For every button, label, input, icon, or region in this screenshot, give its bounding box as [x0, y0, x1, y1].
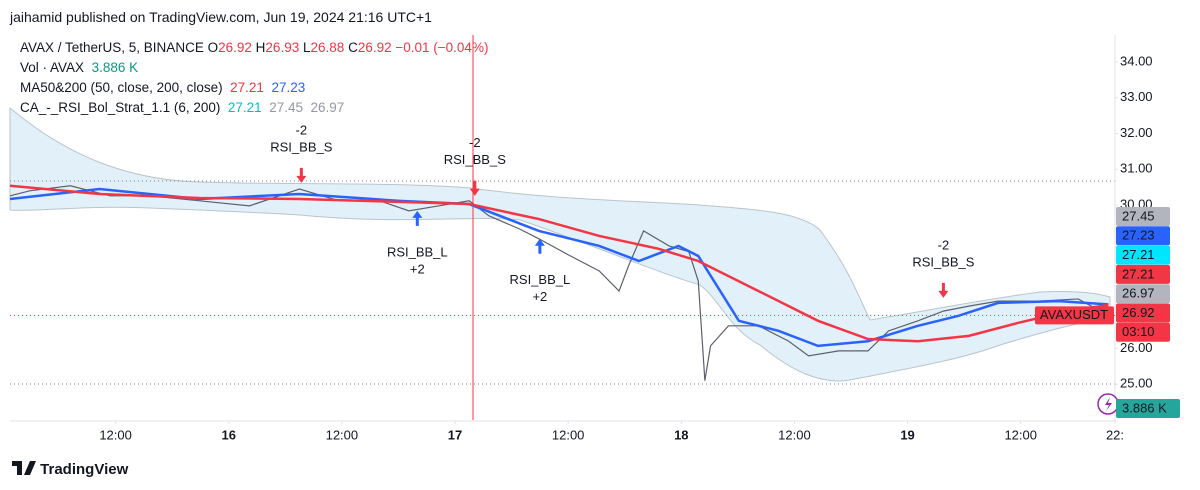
- price-box: [1116, 284, 1170, 304]
- volume-box-label: 3.886 K: [1122, 400, 1167, 415]
- logo: [12, 455, 36, 475]
- ohlc-value: 26.92: [357, 40, 392, 55]
- x-tick-label: 12:00: [552, 427, 585, 442]
- footer: TradingView: [12, 455, 129, 478]
- signal-label: RSI_BB_L: [387, 244, 448, 259]
- price-box-label: 03:10: [1122, 324, 1155, 339]
- y-tick-label: 25.00: [1120, 376, 1153, 391]
- legend-line: Vol · AVAX 3.886 K: [20, 60, 138, 75]
- signal-qty: +2: [410, 261, 425, 276]
- price-box: [1116, 264, 1170, 284]
- x-tick-label: 16: [222, 427, 236, 442]
- legend-line: MA50&200 (50, close, 200, close) 27.21 2…: [20, 80, 305, 95]
- price-box: [1116, 303, 1170, 323]
- volume-box: [1116, 399, 1180, 418]
- y-tick-label: 31.00: [1120, 161, 1153, 176]
- signal-qty: +2: [532, 289, 547, 304]
- price-box: [1116, 207, 1170, 226]
- volume-value: 3.886 K: [91, 60, 139, 75]
- price-box-label: 27.21: [1122, 266, 1155, 281]
- y-tick-label: 32.00: [1120, 125, 1153, 140]
- y-tick-label: 33.00: [1120, 89, 1153, 104]
- x-tick-label: 22:: [1106, 427, 1124, 442]
- strat-value: 27.45: [269, 100, 303, 115]
- ma-name: MA50&200 (50, close, 200, close): [20, 80, 223, 95]
- y-tick-label: 34.00: [1120, 53, 1153, 68]
- signal-arrow: [412, 210, 423, 226]
- legend-line: AVAX / TetherUS, 5, BINANCE O26.92 H26.9…: [20, 40, 488, 55]
- ohlc-key: H: [255, 40, 266, 55]
- signal-label: RSI_BB_S: [444, 152, 506, 167]
- price-box-label: 27.23: [1122, 228, 1155, 243]
- ma-value: 27.21: [230, 80, 264, 95]
- signal-qty: -2: [938, 237, 950, 252]
- brand: TradingView: [40, 461, 129, 478]
- strat-value: 26.97: [310, 100, 345, 115]
- legend-line: CA_-_RSI_Bol_Strat_1.1 (6, 200) 27.21 27…: [20, 100, 344, 115]
- ohlc-value: 26.93: [265, 40, 300, 55]
- ohlc-key: C: [348, 40, 358, 55]
- series-line: [9, 185, 1109, 381]
- series-line: [9, 184, 1109, 343]
- price-box: [1116, 245, 1170, 265]
- x-tick-label: 12:00: [1004, 427, 1037, 442]
- signal-arrow: [534, 238, 545, 254]
- y-tick-label: 26.00: [1120, 340, 1153, 355]
- alert-icon-bolt: [1105, 397, 1112, 411]
- signal-arrow: [938, 282, 949, 298]
- signal-label: RSI_BB_S: [270, 139, 332, 154]
- price-box-label: 27.21: [1122, 247, 1155, 262]
- symbol: AVAX / TetherUS, 5, BINANCE: [20, 40, 204, 55]
- change: −0.01 (−0.04%): [395, 40, 489, 55]
- symbol-tag-label: AVAXUSDT: [1040, 307, 1108, 322]
- signal-label: RSI_BB_S: [912, 254, 974, 269]
- signal-qty: -2: [296, 122, 308, 137]
- price-box-label: 26.97: [1122, 286, 1155, 301]
- ohlc-key: L: [302, 40, 311, 55]
- price-box: [1116, 226, 1170, 246]
- ohlc-value: 26.88: [310, 40, 345, 55]
- series-line: [9, 187, 1109, 348]
- ohlc-key: O: [207, 40, 219, 55]
- x-tick-label: 19: [900, 427, 914, 442]
- signal-label: RSI_BB_L: [510, 272, 571, 287]
- x-tick-label: 18: [674, 427, 688, 442]
- signal-qty: -2: [469, 135, 481, 150]
- x-tick-label: 12:00: [778, 427, 811, 442]
- x-tick-label: 17: [448, 427, 462, 442]
- strat-name: CA_-_RSI_Bol_Strat_1.1 (6, 200): [20, 100, 221, 115]
- price-box-label: 27.45: [1122, 208, 1155, 223]
- price-box-label: 26.92: [1122, 305, 1155, 320]
- x-tick-label: 12:00: [99, 427, 132, 442]
- ma-value: 27.23: [271, 80, 306, 95]
- ohlc-value: 26.92: [218, 40, 252, 55]
- x-tick-label: 12:00: [326, 427, 359, 442]
- price-box: [1116, 322, 1170, 342]
- signal-arrow: [469, 180, 480, 196]
- signal-arrow: [296, 167, 307, 183]
- publish-header: jaihamid published on TradingView.com, J…: [10, 9, 432, 25]
- volume-name: Vol · AVAX: [20, 60, 85, 75]
- strat-value: 27.21: [227, 100, 262, 115]
- symbol-tag: [1035, 306, 1114, 325]
